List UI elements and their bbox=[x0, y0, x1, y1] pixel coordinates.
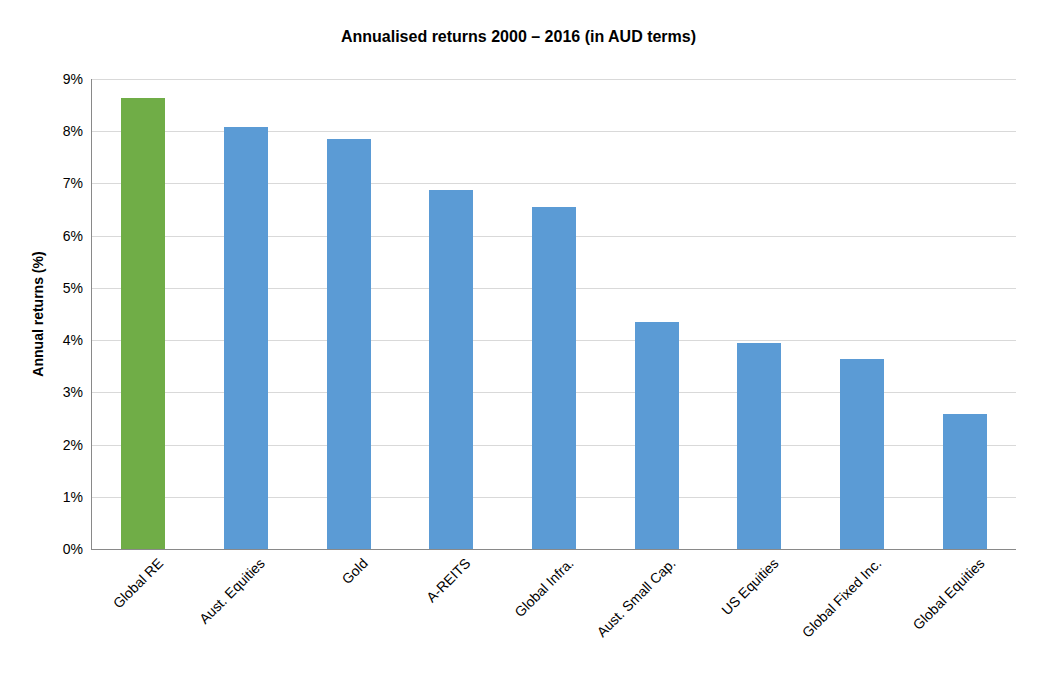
bar bbox=[635, 322, 679, 549]
x-category-label: Aust. Small Cap. bbox=[594, 555, 679, 640]
y-tick-label: 8% bbox=[40, 123, 83, 139]
bar bbox=[840, 359, 884, 549]
bar bbox=[737, 343, 781, 549]
bar bbox=[532, 207, 576, 549]
y-tick-label: 6% bbox=[40, 228, 83, 244]
x-category-label: Global RE bbox=[109, 555, 165, 611]
bar bbox=[327, 139, 371, 549]
bar bbox=[429, 190, 473, 549]
y-axis-title: Annual returns (%) bbox=[28, 79, 48, 549]
x-category-label: Global Infra. bbox=[511, 555, 576, 620]
x-category-label: Global Equities bbox=[909, 555, 987, 633]
bar bbox=[224, 127, 268, 549]
bar bbox=[121, 98, 165, 549]
gridline bbox=[92, 79, 1016, 80]
bar-chart: Annualised returns 2000 – 2016 (in AUD t… bbox=[0, 0, 1037, 677]
x-category-label: Global Fixed Inc. bbox=[799, 555, 885, 641]
x-category-label: A-REITS bbox=[423, 555, 473, 605]
y-tick-label: 2% bbox=[40, 437, 83, 453]
y-tick-label: 7% bbox=[40, 175, 83, 191]
x-category-label: Aust. Equities bbox=[196, 555, 268, 627]
x-category-label: Gold bbox=[339, 555, 371, 587]
y-tick-label: 3% bbox=[40, 384, 83, 400]
plot-area bbox=[91, 79, 1016, 550]
y-tick-label: 1% bbox=[40, 489, 83, 505]
y-tick-label: 5% bbox=[40, 280, 83, 296]
x-category-label: US Equities bbox=[719, 555, 782, 618]
y-tick-label: 4% bbox=[40, 332, 83, 348]
bar bbox=[943, 414, 987, 549]
y-tick-label: 0% bbox=[40, 541, 83, 557]
y-tick-label: 9% bbox=[40, 71, 83, 87]
chart-title: Annualised returns 2000 – 2016 (in AUD t… bbox=[0, 28, 1037, 46]
